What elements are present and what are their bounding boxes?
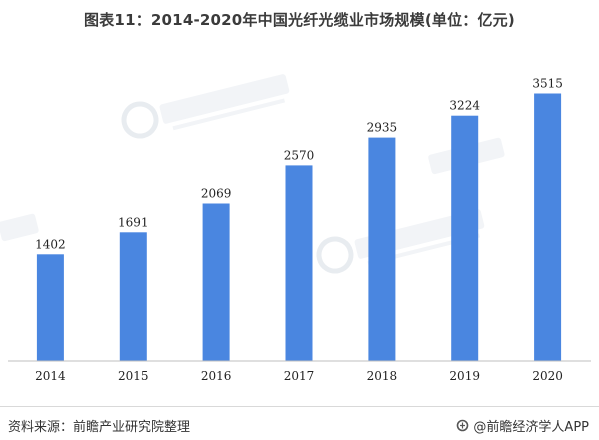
bar-value-label-2020: 3515 — [532, 77, 563, 91]
bar-2014 — [36, 254, 64, 361]
bar-value-label-2019: 3224 — [449, 99, 480, 113]
x-tick-label-2015: 2015 — [118, 369, 149, 383]
chart-title: 图表11：2014-2020年中国光纤光缆业市场规模(单位：亿元) — [84, 11, 515, 29]
bar-2019 — [451, 115, 479, 361]
bar-value-label-2016: 2069 — [201, 187, 232, 201]
bar-2015 — [119, 232, 147, 361]
bar-value-label-2014: 1402 — [35, 237, 66, 251]
bar-2016 — [202, 203, 230, 361]
x-tick-label-2014: 2014 — [35, 369, 66, 383]
bar-2020 — [534, 93, 562, 361]
x-tick-label-2016: 2016 — [201, 369, 232, 383]
source-note: 资料来源：前瞻产业研究院整理 — [8, 420, 191, 435]
x-tick-label-2020: 2020 — [532, 369, 563, 383]
bar-chart: 1402 1691 2069 2570 2935 3224 3515 2014 2015 201… — [0, 74, 591, 383]
watermark-layer — [0, 74, 505, 274]
brand-logo-icon — [457, 419, 469, 432]
x-tick-label-2019: 2019 — [449, 369, 480, 383]
footer: 资料来源：前瞻产业研究院整理 @前瞻经济学人APP — [0, 406, 599, 440]
brand-credit: @前瞻经济学人APP — [456, 416, 589, 435]
bar-value-label-2018: 2935 — [367, 121, 398, 135]
x-tick-label-2017: 2017 — [284, 369, 315, 383]
x-tick-label-2018: 2018 — [367, 369, 398, 383]
bar-2018 — [368, 137, 396, 361]
bar-value-label-2015: 1691 — [118, 215, 149, 229]
bar-2017 — [285, 165, 313, 361]
brand-text: @前瞻经济学人APP — [473, 420, 589, 435]
bar-value-label-2017: 2570 — [284, 148, 315, 162]
